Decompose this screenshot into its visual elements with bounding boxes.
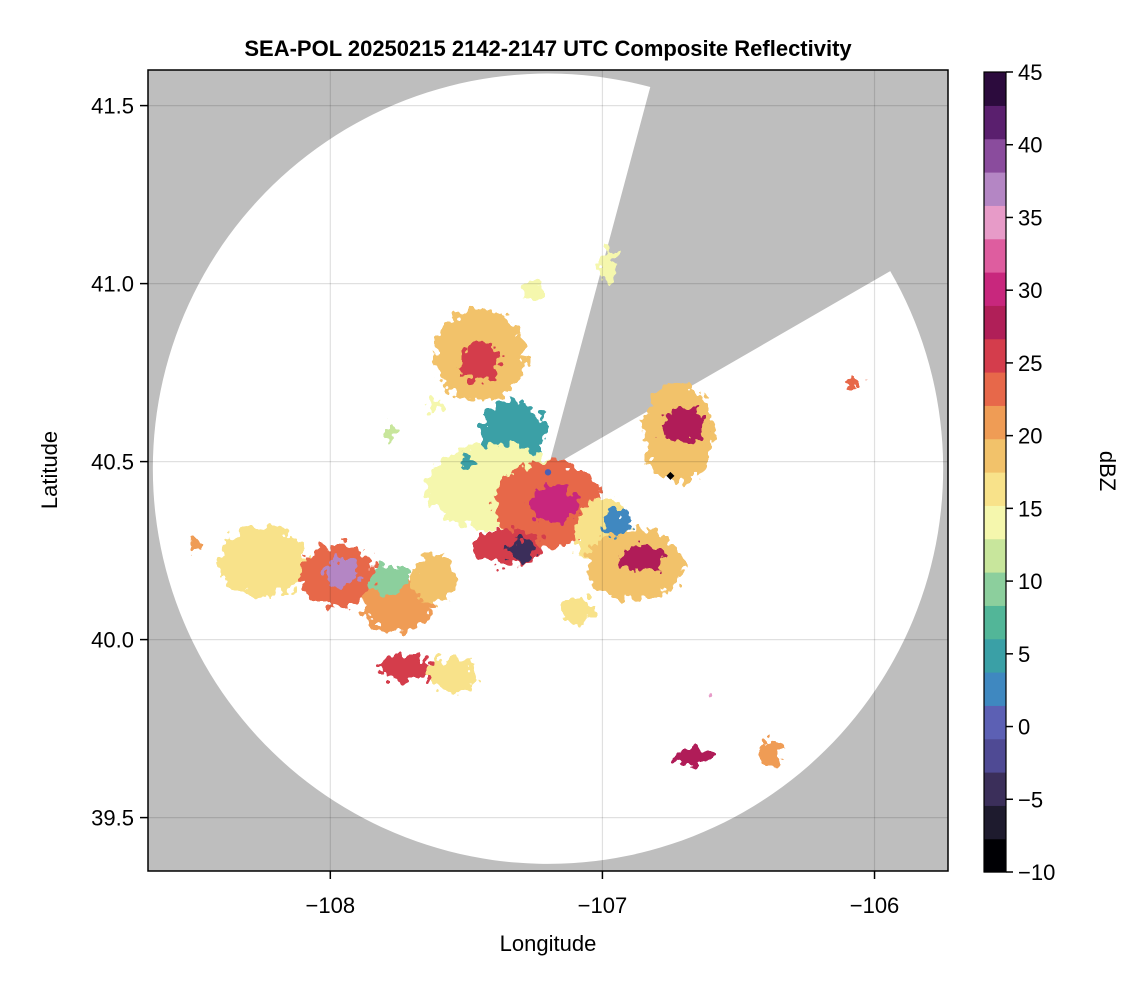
y-axis-ticks: 39.5 40.0 40.5 41.0 41.5 (91, 94, 148, 831)
colorbar-segment (984, 472, 1006, 506)
echo-region (507, 539, 535, 562)
colorbar-segment (984, 672, 1006, 706)
colorbar-segment (984, 305, 1006, 340)
echo-region (188, 539, 200, 555)
station-site-marker (666, 471, 675, 480)
colorbar-segment (984, 505, 1006, 540)
colorbar-segment (984, 105, 1006, 140)
colorbar-segment (984, 605, 1006, 640)
x-axis-ticks: −108 −107 −106 (306, 871, 900, 918)
reflectivity-echoes (188, 247, 861, 768)
echo-region (673, 748, 712, 766)
colorbar (983, 71, 1007, 873)
y-tick-label: 40.5 (91, 450, 134, 475)
colorbar-segment (984, 72, 1006, 106)
plot-area (148, 70, 948, 871)
colorbar-segment (984, 538, 1006, 573)
y-tick-label: 41.0 (91, 272, 134, 297)
echo-region (709, 690, 714, 696)
x-tick-label: −108 (306, 893, 356, 918)
colorbar-segment (984, 738, 1006, 773)
colorbar-tick-label: −5 (1018, 787, 1043, 812)
radar-site-marker (544, 469, 552, 476)
colorbar-tick-label: 10 (1018, 569, 1042, 594)
echo-region (561, 596, 595, 626)
plot-frame (147, 69, 949, 872)
echo-region (371, 564, 410, 594)
colorbar-frame (983, 71, 1007, 873)
x-tick-label: −107 (578, 893, 628, 918)
colorbar-tick-label: 35 (1018, 205, 1042, 230)
y-tick-label: 39.5 (91, 806, 134, 831)
colorbar-segment (984, 438, 1006, 473)
y-axis-label: Latitude (37, 431, 62, 509)
echo-region (384, 424, 396, 443)
colorbar-segment (984, 772, 1006, 806)
colorbar-tick-label: 20 (1018, 424, 1042, 449)
echo-region (621, 543, 666, 572)
colorbar-label: dBZ (1095, 451, 1120, 491)
echo-region (460, 340, 500, 384)
colorbar-tick-label: 5 (1018, 642, 1030, 667)
y-tick-label: 41.5 (91, 94, 134, 119)
colorbar-tick-label: 40 (1018, 133, 1042, 158)
site-markers (544, 469, 675, 480)
colorbar-segment (984, 638, 1006, 673)
colorbar-segment (984, 272, 1006, 306)
y-tick-label: 40.0 (91, 628, 134, 653)
echo-region (760, 739, 783, 768)
echo-region (602, 507, 630, 537)
echo-region (218, 525, 306, 597)
colorbar-segment (984, 805, 1006, 840)
grid-lines (148, 70, 948, 871)
colorbar-tick-label: 45 (1018, 60, 1042, 85)
colorbar-segment (984, 238, 1006, 273)
colorbar-segment (984, 138, 1006, 173)
echo-region (599, 247, 617, 284)
x-tick-label: −106 (850, 893, 900, 918)
colorbar-segment (984, 705, 1006, 740)
colorbar-tick-label: 15 (1018, 496, 1042, 521)
echo-region (662, 408, 706, 444)
colorbar-tick-label: 25 (1018, 351, 1042, 376)
x-axis-label: Longitude (500, 931, 597, 956)
colorbar-tick-label: 0 (1018, 715, 1030, 740)
chart-title: SEA-POL 20250215 2142-2147 UTC Composite… (244, 36, 852, 61)
echo-region (324, 557, 358, 587)
echo-region (844, 377, 861, 389)
echo-region (411, 554, 456, 605)
colorbar-segment (984, 338, 1006, 373)
colorbar-segment (984, 572, 1006, 606)
echo-region (460, 454, 472, 469)
colorbar-segment (984, 372, 1006, 406)
echo-region (528, 486, 578, 523)
echo-region (523, 280, 546, 302)
colorbar-segment (984, 205, 1006, 240)
colorbar-segment (984, 172, 1006, 206)
colorbar-tick-label: −10 (1018, 860, 1055, 885)
colorbar-tick-label: 30 (1018, 278, 1042, 303)
colorbar-ticks: −10 −5 0 5 10 15 20 25 30 35 40 45 (1006, 60, 1055, 885)
echo-region (428, 657, 478, 693)
echo-region (425, 397, 442, 412)
colorbar-segment (984, 838, 1006, 873)
echo-region (379, 653, 434, 683)
colorbar-segment (984, 405, 1006, 440)
